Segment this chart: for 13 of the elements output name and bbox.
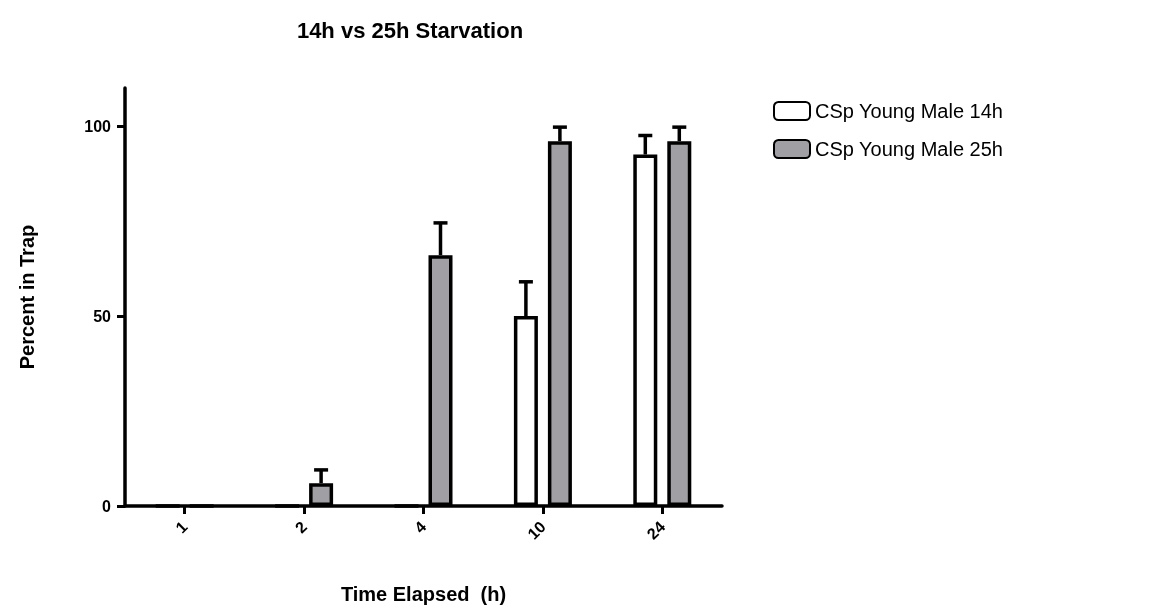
x-tick-label: 24	[643, 517, 669, 543]
legend-label: CSp Young Male 14h	[815, 100, 1003, 122]
chart-title: 14h vs 25h Starvation	[296, 17, 524, 43]
y-axis-title: Percent in Trap	[16, 224, 38, 370]
x-tick-label: 1	[172, 517, 191, 537]
y-tick-label: 0	[102, 497, 112, 515]
legend-label: CSp Young Male 25h	[815, 138, 1003, 160]
x-tick-label: 4	[411, 517, 430, 537]
y-tick-label: 100	[84, 117, 112, 135]
x-axis-title: Time Elapsed (h)	[340, 583, 507, 605]
y-tick-label: 50	[93, 307, 112, 325]
x-tick-label: 2	[291, 517, 311, 537]
x-tick-label: 10	[524, 517, 549, 543]
